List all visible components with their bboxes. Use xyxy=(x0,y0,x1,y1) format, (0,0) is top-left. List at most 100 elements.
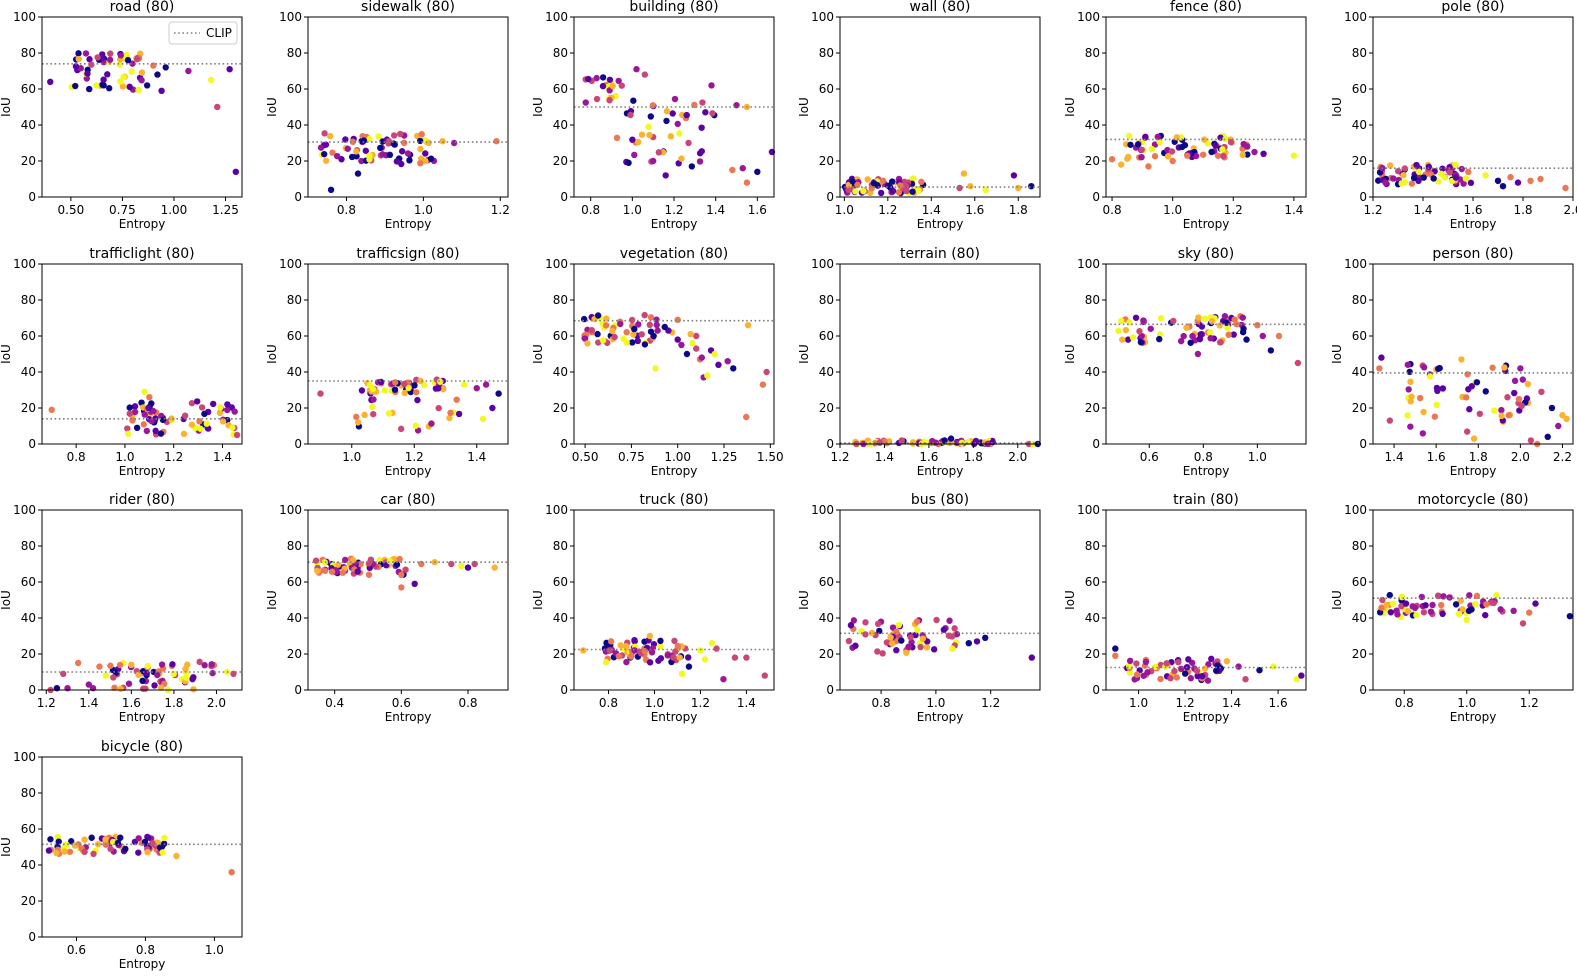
data-point xyxy=(653,321,660,329)
data-point xyxy=(144,848,151,856)
data-point xyxy=(1562,184,1569,192)
data-point xyxy=(326,132,334,140)
data-point xyxy=(625,159,632,167)
data-point xyxy=(648,649,656,656)
y-axis-label: IoU xyxy=(797,344,811,364)
data-point xyxy=(647,113,654,120)
data-point xyxy=(917,643,924,651)
data-point xyxy=(209,400,217,408)
data-point xyxy=(868,629,876,637)
data-point xyxy=(1563,415,1570,422)
data-point xyxy=(233,431,241,439)
data-point xyxy=(627,653,635,660)
data-point xyxy=(139,677,146,685)
x-tick-label: 1.8 xyxy=(964,450,983,464)
data-point xyxy=(646,632,654,640)
y-tick-label: 100 xyxy=(1344,503,1367,517)
data-point xyxy=(683,350,691,358)
data-point xyxy=(635,138,642,146)
y-tick-label: 0 xyxy=(294,437,302,451)
data-point xyxy=(919,635,926,642)
data-point xyxy=(609,327,616,335)
data-point xyxy=(623,643,630,650)
data-point xyxy=(398,571,405,578)
y-tick-label: 20 xyxy=(1352,154,1367,168)
data-point xyxy=(149,840,156,847)
x-tick-label: 1.2 xyxy=(981,696,1000,710)
x-axis-label: Entropy xyxy=(651,464,698,478)
scatter-points xyxy=(1376,354,1570,448)
data-point xyxy=(743,413,750,421)
x-tick-label: 1.6 xyxy=(748,203,767,217)
data-point xyxy=(1126,132,1133,140)
data-point xyxy=(86,56,93,63)
data-point xyxy=(1498,412,1505,420)
x-axis-label: Entropy xyxy=(651,217,698,231)
data-point xyxy=(1394,168,1402,175)
x-tick-label: 1.4 xyxy=(922,203,941,217)
data-point xyxy=(761,672,768,679)
data-point xyxy=(584,340,591,347)
subplot-title: sidewalk (80) xyxy=(361,0,455,15)
data-point xyxy=(1230,331,1237,338)
data-point xyxy=(104,71,111,78)
data-point xyxy=(1122,326,1130,334)
data-point xyxy=(75,55,82,63)
data-point xyxy=(1242,676,1249,683)
data-point xyxy=(1514,179,1522,186)
y-axis-label: IoU xyxy=(1330,590,1344,610)
data-point xyxy=(1430,175,1437,182)
x-tick-label: 1.4 xyxy=(706,203,725,217)
data-point xyxy=(634,337,642,345)
x-tick-label: 1.0 xyxy=(926,696,945,710)
data-point xyxy=(320,567,328,574)
data-point xyxy=(1416,394,1424,402)
data-point xyxy=(1205,661,1212,668)
y-tick-label: 100 xyxy=(279,503,302,517)
y-tick-label: 0 xyxy=(28,683,36,697)
subplot-sidewalk: sidewalk (80) 0 20 40 60 80 100 0.8 1.0 1.2 Entrop… xyxy=(265,0,510,231)
data-point xyxy=(1167,675,1174,682)
data-point xyxy=(674,316,681,323)
data-point xyxy=(708,82,715,89)
data-point xyxy=(422,150,429,157)
data-point xyxy=(111,684,118,691)
data-point xyxy=(948,633,956,640)
axes-frame xyxy=(41,509,243,691)
subplot-road: road (80) 0 20 40 60 80 100 0.50 0.75 1.00 1.25 Ent… xyxy=(0,0,243,231)
y-tick-label: 60 xyxy=(21,575,36,589)
y-tick-label: 40 xyxy=(287,611,302,625)
data-point xyxy=(120,73,127,81)
data-point xyxy=(1463,616,1470,623)
data-point xyxy=(1418,593,1426,601)
data-point xyxy=(1459,606,1466,613)
data-point xyxy=(411,382,418,389)
data-point xyxy=(81,848,88,856)
data-point xyxy=(641,71,649,78)
data-point xyxy=(110,674,117,681)
data-point xyxy=(145,834,152,841)
data-point xyxy=(125,680,133,687)
x-axis-label: Entropy xyxy=(917,464,964,478)
y-tick-label: 20 xyxy=(819,401,834,415)
data-point xyxy=(392,379,399,386)
data-point xyxy=(161,834,168,842)
y-tick-label: 60 xyxy=(1085,329,1100,343)
data-point xyxy=(1142,658,1150,666)
data-point xyxy=(393,158,401,165)
data-point xyxy=(317,144,325,151)
data-point xyxy=(641,341,649,348)
y-tick-label: 0 xyxy=(560,437,568,451)
y-tick-label: 0 xyxy=(28,437,36,451)
data-point xyxy=(1244,151,1251,158)
y-tick-label: 80 xyxy=(287,46,302,60)
data-point xyxy=(910,175,917,182)
y-tick-label: 40 xyxy=(819,365,834,379)
data-point xyxy=(879,177,887,184)
data-point xyxy=(1452,174,1460,181)
data-point xyxy=(401,380,408,388)
data-point xyxy=(1378,354,1385,361)
data-point xyxy=(124,425,131,432)
data-point xyxy=(335,561,342,568)
data-point xyxy=(678,155,685,162)
